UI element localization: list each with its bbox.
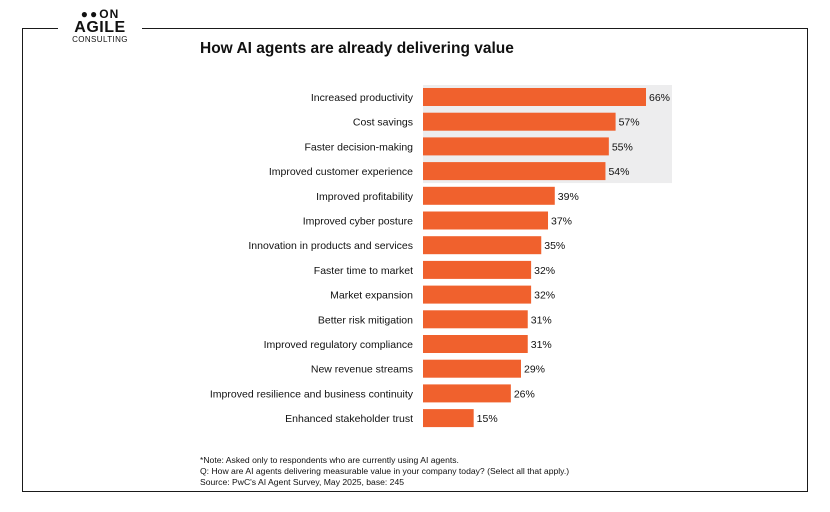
value-label: 35%: [544, 240, 565, 252]
value-label: 26%: [514, 388, 535, 400]
category-label: Improved cyber posture: [303, 216, 413, 228]
note-line: *Note: Asked only to respondents who are…: [200, 455, 459, 465]
category-label: Increased productivity: [311, 92, 414, 104]
value-label: 32%: [534, 265, 555, 277]
category-label: Improved customer experience: [269, 166, 413, 178]
bar: [423, 409, 474, 428]
category-label: New revenue streams: [311, 364, 413, 376]
question-line: Q: How are AI agents delivering measurab…: [200, 466, 570, 476]
category-label: Faster time to market: [314, 265, 413, 277]
bar: [423, 236, 542, 255]
category-label: Improved resilience and business continu…: [210, 388, 414, 400]
logo-dots: ●●: [80, 7, 100, 21]
logo-main-text: AGILE: [74, 19, 126, 36]
bar: [423, 260, 532, 279]
value-label: 55%: [612, 141, 633, 153]
value-label: 31%: [531, 314, 552, 326]
value-label: 57%: [619, 117, 640, 129]
chart-frame: [22, 28, 808, 492]
chart-notes: *Note: Asked only to respondents who are…: [200, 455, 569, 488]
category-label: Innovation in products and services: [248, 240, 413, 252]
category-label: Improved profitability: [316, 191, 414, 203]
bar: [423, 359, 521, 378]
bar: [423, 112, 616, 131]
value-label: 31%: [531, 339, 552, 351]
logo-sub-text: CONSULTING: [72, 35, 128, 44]
value-label: 32%: [534, 290, 555, 302]
bar: [423, 384, 511, 403]
bar: [423, 137, 609, 156]
bar: [423, 310, 528, 329]
bar: [423, 88, 646, 106]
category-label: Improved regulatory compliance: [264, 339, 414, 351]
logo-top-text: ON: [99, 7, 120, 21]
value-label: 37%: [551, 216, 572, 228]
category-label: Faster decision-making: [304, 141, 413, 153]
logo: ●●ON AGILE CONSULTING: [58, 6, 142, 52]
logo-top: ●●ON: [58, 8, 142, 20]
source-line: Source: PwC's AI Agent Survey, May 2025,…: [200, 477, 405, 487]
bar: [423, 285, 532, 304]
category-label: Enhanced stakeholder trust: [285, 413, 413, 425]
value-label: 66%: [649, 92, 670, 104]
category-label: Cost savings: [353, 117, 413, 129]
chart-title: How AI agents are already delivering val…: [200, 40, 514, 57]
value-label: 39%: [558, 191, 579, 203]
bar: [423, 186, 555, 205]
bar: [423, 335, 528, 353]
value-label: 29%: [524, 364, 545, 376]
bar: [423, 211, 549, 230]
category-label: Better risk mitigation: [318, 314, 413, 326]
category-label: Market expansion: [330, 290, 413, 302]
value-label: 54%: [608, 166, 629, 178]
value-label: 15%: [477, 413, 498, 425]
bar: [423, 162, 606, 181]
